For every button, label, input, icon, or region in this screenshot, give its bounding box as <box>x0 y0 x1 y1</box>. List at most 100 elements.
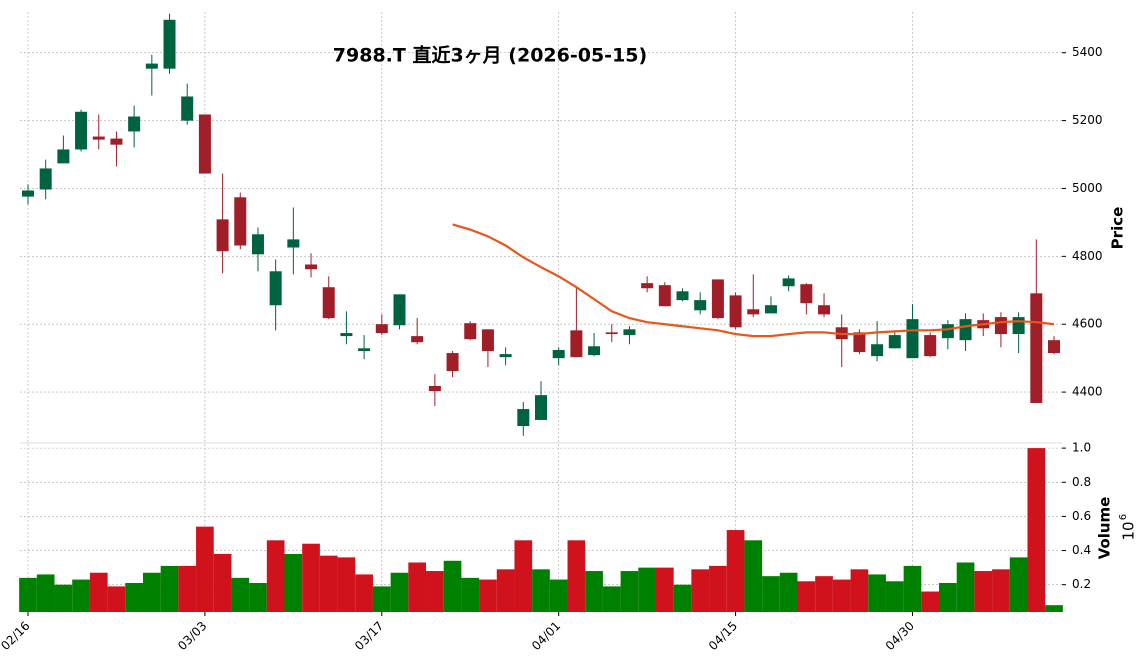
candle-body <box>1012 317 1025 335</box>
candle-body <box>499 354 512 358</box>
candle-body <box>481 329 494 352</box>
candle-body <box>128 116 141 132</box>
candle-body <box>1048 340 1060 354</box>
candle-body <box>605 332 618 335</box>
volume-bar <box>815 576 833 612</box>
y-tick-label: 4400 <box>1072 385 1103 399</box>
candle-body <box>853 332 866 353</box>
volume-bar <box>832 579 851 612</box>
volume-bar <box>903 565 922 612</box>
volume-bar <box>956 562 975 612</box>
candle-body <box>676 291 689 301</box>
volume-bar <box>726 530 745 612</box>
volume-bar <box>408 562 427 612</box>
candle-body <box>305 264 318 270</box>
volume-bar <box>709 565 727 612</box>
volume-bar <box>585 571 603 612</box>
volume-bar <box>372 586 391 612</box>
x-tick-label: 02/16 <box>0 619 33 653</box>
candle-body <box>269 271 282 306</box>
volume-bar <box>231 577 250 612</box>
volume-bar <box>54 584 73 612</box>
volume-bar <box>691 569 710 612</box>
candle-body <box>39 168 52 190</box>
volume-bar <box>762 576 780 612</box>
volume-multiplier-base: 10 <box>1120 521 1138 540</box>
candle-body <box>22 190 34 197</box>
candle-body <box>941 324 954 339</box>
candle-body <box>535 395 547 420</box>
candle-body <box>322 287 335 319</box>
volume-bar <box>479 579 497 612</box>
candle-body <box>428 385 441 392</box>
volume-bar <box>426 571 444 612</box>
candle-body <box>358 348 371 352</box>
volume-bar <box>213 553 232 612</box>
volume-bar <box>939 582 957 612</box>
volume-bar <box>319 555 338 612</box>
volume-bar <box>868 574 886 612</box>
volume-bar <box>125 582 143 612</box>
x-tick-label: 04/15 <box>706 619 740 653</box>
candle-body <box>764 305 777 314</box>
volume-bar <box>744 540 763 612</box>
volume-bar <box>620 571 639 612</box>
volume-bar <box>496 569 515 612</box>
y-tick-label: 5400 <box>1072 45 1103 59</box>
candle-body <box>924 335 937 357</box>
volume-bar <box>337 557 356 612</box>
candle-body <box>711 279 724 319</box>
candle-body <box>517 409 530 427</box>
volume-bar <box>1009 557 1028 612</box>
volume-bar <box>178 565 197 612</box>
volume-bar <box>36 574 55 612</box>
candle-body <box>959 319 972 341</box>
volume-bar <box>1027 448 1046 612</box>
candle-body <box>994 317 1007 335</box>
candle-body <box>181 96 194 121</box>
y-tick-label: 0.2 <box>1072 577 1091 591</box>
candle-body <box>588 346 601 356</box>
volume-bar <box>89 572 108 612</box>
x-tick-label: 04/30 <box>883 619 917 653</box>
candle-body <box>694 300 707 311</box>
volume-bar <box>673 584 692 612</box>
volume-bar <box>655 567 674 612</box>
candle-body <box>747 309 760 315</box>
candle-body <box>552 350 565 359</box>
candle-body <box>464 323 477 340</box>
volume-bar <box>107 586 126 612</box>
candle-body <box>623 329 636 336</box>
volume-bar <box>797 581 816 612</box>
y-tick-label: 1.0 <box>1072 441 1091 455</box>
x-tick-label: 03/03 <box>175 619 209 653</box>
candle-body <box>163 19 176 69</box>
x-tick-label: 04/01 <box>529 619 563 653</box>
candle-body <box>375 324 388 334</box>
candle-body <box>1030 293 1043 403</box>
volume-bar <box>779 572 798 612</box>
volume-bar <box>19 577 37 612</box>
volume-bar <box>885 581 904 612</box>
volume-bar <box>302 543 320 612</box>
volume-bar <box>390 572 409 612</box>
volume-bar <box>196 526 214 612</box>
y-tick-label: 4800 <box>1072 249 1103 263</box>
volume-bar <box>514 540 533 612</box>
y-tick-label: 5000 <box>1072 181 1103 195</box>
volume-bar <box>567 540 586 612</box>
candle-body <box>198 114 211 174</box>
candle-body <box>570 330 583 358</box>
volume-bar <box>443 560 462 612</box>
candle-body <box>92 136 105 140</box>
candle-body <box>57 149 70 164</box>
candle-body <box>782 278 795 287</box>
volume-bar <box>549 579 568 612</box>
volume-bar <box>602 586 621 612</box>
candle-body <box>110 138 123 145</box>
x-tick-label: 03/17 <box>352 619 386 653</box>
volume-axis-label: Volume <box>1096 497 1114 560</box>
candle-body <box>800 284 813 304</box>
candle-body <box>251 234 264 255</box>
